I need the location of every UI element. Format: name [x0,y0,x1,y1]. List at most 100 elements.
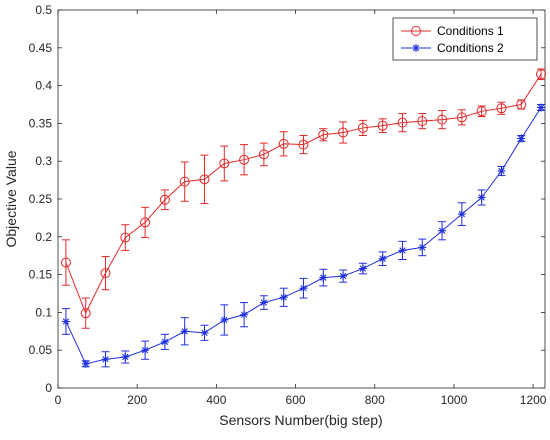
legend-label: Conditions 2 [437,41,504,55]
x-tick-label: 800 [365,393,385,407]
x-tick-label: 400 [206,393,226,407]
data-point [496,103,507,114]
legend-item: Conditions 1 [401,24,504,38]
data-point [497,167,506,176]
data-point [358,264,367,273]
data-point [357,122,368,133]
data-point [200,328,209,337]
y-tick-label: 0.45 [29,41,53,55]
y-tick-label: 0.35 [29,116,53,130]
chart-marks [60,68,547,368]
error-bar [537,68,546,81]
asterisk-stroke [320,274,327,281]
error-bar [477,105,486,118]
legend-box [392,17,538,61]
asterisk-stroke [379,255,386,262]
data-point [179,176,190,187]
x-tick-label: 1000 [441,393,468,407]
error-bar [160,189,169,211]
asterisk-stroke [122,353,129,361]
data-point [517,134,526,143]
data-point [438,226,447,235]
data-point [140,217,151,228]
error-bar [141,206,150,239]
data-point [476,106,487,117]
data-point [239,154,250,165]
asterisk-stroke [181,328,188,335]
data-point [159,194,170,205]
asterisk-stroke [141,347,149,354]
y-tick-label: 0 [45,381,52,395]
error-bar [81,297,90,329]
y-axis-label: Objective Value [3,150,19,247]
data-point [456,112,467,123]
y-tick-label: 0.15 [29,268,53,282]
asterisk-stroke [240,311,248,318]
legend-marker [412,44,420,52]
x-axis-label: Sensors Number(big step) [219,412,382,428]
axis-ticks: 0 200 400 600 800 1000 1200 0 0.05 0.1 0.15 0.2 0.25… [29,3,547,407]
y-tick-label: 0.05 [29,343,53,357]
data-point [80,308,91,319]
error-bar [240,144,249,176]
data-point [457,210,466,219]
error-bar [299,134,308,155]
data-point [141,346,150,355]
legend: Conditions 1 Conditions 2 [392,17,538,61]
error-bar [418,113,427,130]
error-bar [339,121,348,144]
legend-marker [411,26,421,36]
y-tick-label: 0.25 [29,192,53,206]
data-point [121,353,130,362]
error-bar [457,109,466,126]
data-point [339,272,348,281]
data-point [477,193,486,202]
data-point [397,117,408,128]
asterisk-stroke [280,294,287,301]
asterisk-stroke [201,329,208,337]
asterisk-stroke [419,244,426,251]
data-point [319,273,328,282]
x-tick-label: 0 [55,393,62,407]
data-point [378,254,387,263]
data-point [258,149,269,160]
asterisk-stroke [399,247,406,254]
error-bar [438,110,447,130]
error-bar [180,161,189,202]
asterisk-stroke [102,356,109,363]
data-point [220,315,229,324]
series-1 [60,68,547,329]
asterisk-stroke [339,272,347,280]
data-point [536,69,547,80]
y-tick-label: 0.1 [35,305,52,319]
asterisk-stroke [537,104,545,111]
y-tick-label: 0.2 [35,230,52,244]
legend-item: Conditions 2 [401,41,504,55]
data-point [100,268,111,279]
error-bar [121,224,130,251]
y-tick-label: 0.4 [35,79,52,93]
plot-area [57,9,546,389]
data-point [60,257,71,268]
data-point [398,246,407,255]
asterisk-stroke [438,227,446,234]
error-bar [279,131,288,157]
data-point [418,243,427,252]
asterisk-stroke [518,135,525,142]
data-point [219,158,230,169]
x-tick-label: 1200 [520,393,547,407]
asterisk-stroke [221,316,228,324]
x-tick-label: 600 [286,393,306,407]
data-point [298,139,309,150]
error-bar [200,154,209,205]
error-bar [398,113,407,133]
data-point [278,138,289,149]
asterisk-stroke [478,194,485,201]
data-point [120,232,131,243]
data-point [199,174,210,185]
asterisk-stroke [300,285,307,292]
data-point [259,298,268,307]
x-tick-label: 200 [127,393,147,407]
data-point [240,310,249,319]
